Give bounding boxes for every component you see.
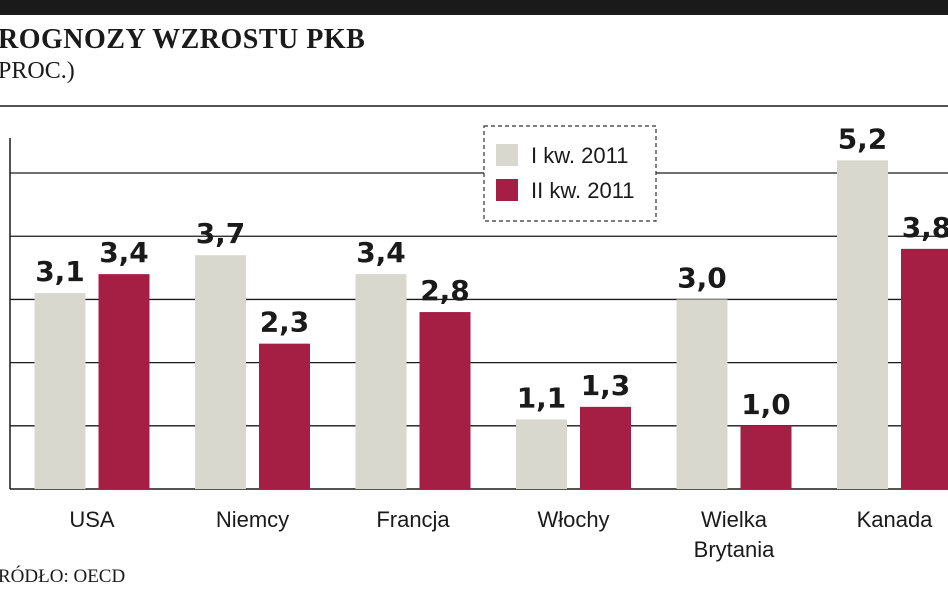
data-label: 2,8 [420, 274, 470, 307]
data-label: 3,4 [356, 236, 406, 269]
bar [355, 274, 407, 489]
legend-box [483, 125, 657, 222]
category-label: Wielka [701, 507, 768, 532]
data-label: 3,4 [99, 236, 149, 269]
category-label: Włochy [537, 507, 609, 532]
legend-label: II kw. 2011 [531, 178, 635, 203]
bar [740, 425, 792, 489]
category-label: USA [69, 507, 115, 532]
data-label: 2,3 [260, 306, 310, 339]
data-label: 5,2 [838, 122, 888, 155]
data-label: 3,7 [196, 217, 246, 250]
bar [901, 248, 948, 489]
bar [34, 293, 86, 489]
data-label: 1,0 [741, 388, 791, 421]
category-label: Kanada [857, 507, 934, 532]
bar [195, 255, 246, 489]
data-label: 1,3 [581, 369, 631, 402]
bar [676, 299, 728, 489]
bar [837, 160, 888, 490]
bar [580, 406, 631, 489]
top-bar [0, 0, 948, 15]
data-label: 1,1 [517, 381, 567, 414]
chart-title: ROGNOZY WZROSTU PKB [0, 24, 366, 55]
bar [98, 274, 150, 489]
data-label: 3,8 [902, 211, 948, 244]
source-note: RÓDŁO: OECD [0, 566, 126, 587]
data-label: 3,0 [677, 261, 727, 294]
legend-swatch [496, 144, 518, 166]
legend-swatch [496, 179, 518, 201]
category-label: Francja [376, 507, 450, 532]
legend-label: I kw. 2011 [531, 143, 628, 168]
bar [516, 419, 567, 489]
data-label: 3,1 [35, 255, 85, 288]
bar [419, 312, 471, 489]
chart-subtitle: PROC.) [0, 58, 75, 84]
category-label: Niemcy [216, 507, 289, 532]
category-label: Brytania [694, 537, 775, 562]
bar [259, 343, 310, 489]
